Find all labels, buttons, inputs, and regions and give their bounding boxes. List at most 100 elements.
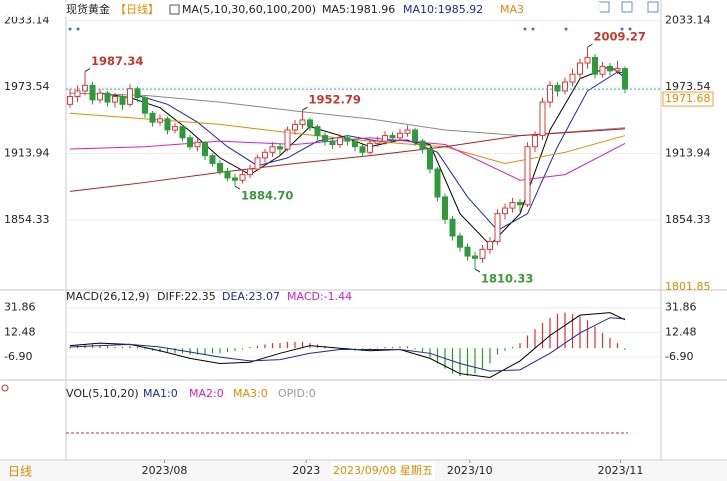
candle-body	[89, 84, 96, 101]
extreme-label: 1884.70	[241, 189, 293, 203]
x-tick-label: 2023	[292, 464, 320, 477]
candle-body	[329, 140, 336, 145]
candle-body	[412, 129, 418, 142]
candle-body	[277, 146, 283, 150]
candle-body	[577, 62, 583, 75]
candle-body	[337, 137, 343, 145]
vol-ma3: MA3:0	[233, 387, 268, 400]
x-tick-label: 2023/11	[598, 464, 644, 477]
candle-body	[239, 174, 246, 181]
candle-body	[217, 162, 223, 172]
candle-body	[187, 137, 193, 148]
ma-icon[interactable]	[169, 4, 180, 15]
y-tick-label: 1973.54	[665, 80, 711, 93]
y-tick-label: 1913.94	[665, 146, 711, 159]
x-tick-label: 2023/10	[447, 464, 493, 477]
candle-body	[299, 119, 306, 125]
date-tooltip: 2023/09/08 星期五	[333, 464, 433, 477]
candle-body	[434, 168, 441, 198]
candle-body	[344, 137, 351, 142]
candle-body	[457, 235, 463, 248]
y-tick-label: 31.86	[665, 301, 697, 314]
candle-body	[224, 170, 231, 179]
candle-body	[134, 88, 141, 99]
extreme-label: 1952.79	[309, 93, 361, 107]
candle-body	[232, 177, 238, 181]
y-tick-label: 1913.94	[4, 146, 50, 159]
y-tick-label: -6.90	[665, 350, 693, 363]
candle-body	[584, 56, 591, 64]
candle-body	[487, 241, 493, 250]
candle-body	[554, 84, 561, 92]
extreme-marker	[84, 68, 91, 73]
candle-body	[464, 246, 471, 257]
y-tick-label: 2033.14	[665, 13, 711, 26]
candle-body	[389, 135, 396, 139]
candle-body	[427, 148, 433, 170]
candle-body	[502, 207, 508, 215]
candle-body	[127, 88, 133, 105]
candle-body	[149, 112, 156, 123]
candle-body	[442, 196, 448, 220]
symbol: 现货黄金	[66, 2, 110, 16]
signal-dots	[68, 27, 632, 31]
candle-body	[157, 118, 163, 123]
candle-body	[119, 96, 126, 105]
last-price-label: 1971.68	[665, 92, 711, 105]
candle-body	[209, 155, 216, 164]
dea-label: DEA:23.07	[222, 290, 280, 303]
candle-body	[592, 56, 598, 75]
candle-body	[194, 141, 201, 148]
candle-body	[517, 202, 523, 206]
y-tick-label: 1854.33	[4, 213, 50, 226]
candle-body	[292, 123, 298, 131]
candle-body	[532, 135, 538, 148]
ma-line	[69, 92, 626, 137]
candle-body	[479, 248, 486, 259]
candle-body	[322, 135, 328, 142]
candle-body	[284, 129, 291, 150]
settings-icon[interactable]	[1, 384, 9, 392]
candle-body	[449, 218, 456, 237]
header-bg	[0, 2, 600, 17]
candle-body	[164, 118, 171, 131]
ma-params: MA(5,10,30,60,100,200)	[182, 3, 316, 16]
y-tick-label: 1854.33	[665, 213, 711, 226]
candle-body	[509, 202, 516, 209]
candle-body	[112, 96, 118, 103]
footer-period[interactable]: 日线	[8, 465, 32, 479]
candle-body	[82, 84, 88, 92]
candle-body	[622, 68, 628, 90]
y-tick-label: 31.86	[4, 301, 36, 314]
tooltip-bg	[331, 462, 435, 480]
extreme-label: 1810.33	[481, 272, 533, 286]
candle-body	[494, 213, 501, 243]
candle-body	[524, 146, 531, 206]
candle-body	[547, 84, 553, 103]
diff-label: DIFF:22.35	[157, 290, 216, 303]
vol-params: VOL(5,10,20)	[66, 387, 139, 400]
candle-body	[254, 157, 261, 170]
vol-ma2: MA2:0	[189, 387, 224, 400]
candle-body	[419, 140, 426, 150]
candle-body	[404, 129, 411, 134]
extreme-marker	[302, 106, 308, 111]
vol-opid: OPID:0	[278, 387, 316, 400]
extreme-marker	[474, 268, 481, 273]
candle-body	[314, 126, 321, 137]
candle-body	[202, 141, 208, 157]
toolbar-icons[interactable]	[598, 0, 724, 15]
candle-body	[539, 101, 546, 137]
period: 【日线】	[115, 2, 159, 16]
last-price-box	[662, 91, 714, 107]
extreme-label: 1987.34	[91, 54, 143, 68]
vol-ma1: MA1:0	[143, 387, 178, 400]
candle-body	[262, 151, 268, 159]
macd-label: MACD:-1.44	[287, 290, 352, 303]
ma-line	[69, 137, 626, 181]
macd-line	[69, 312, 626, 378]
ma-line	[69, 128, 626, 192]
candle-body	[104, 92, 111, 103]
candle-body	[569, 73, 576, 83]
